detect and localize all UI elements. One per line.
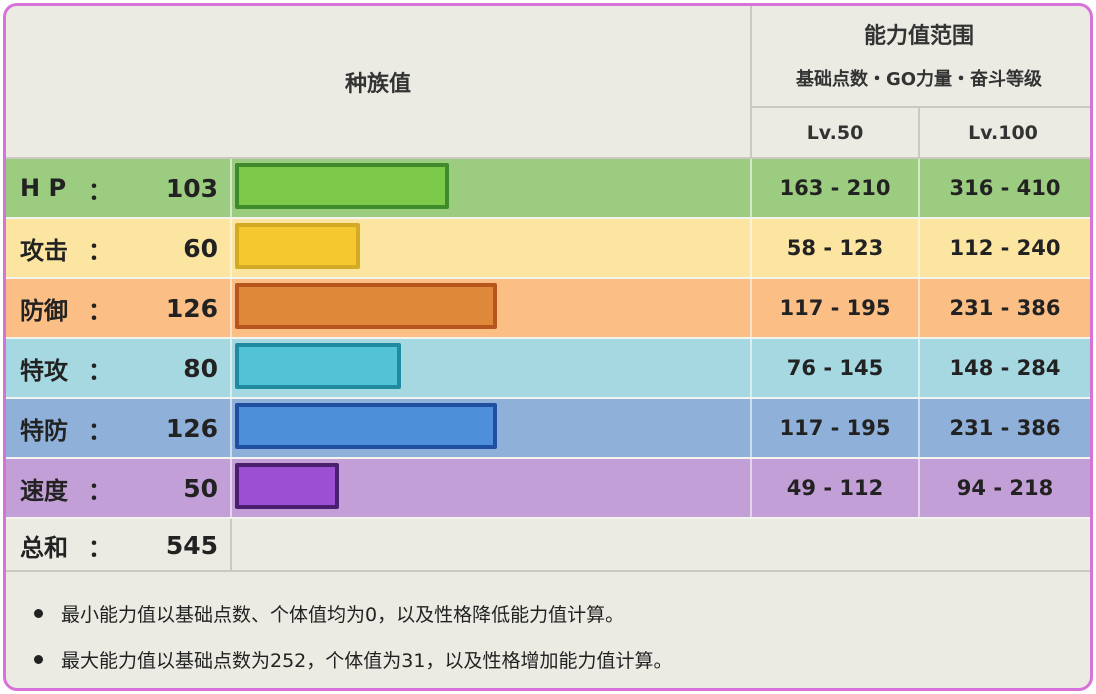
note-text: 最大能力值以基础点数为252，个体值为31，以及性格增加能力值计算。 [61,649,673,672]
lv50-range: 117 - 195 [779,416,891,440]
stat-name: 防御 [20,296,68,325]
column-divider [918,219,920,277]
stat-range-subtitle: 基础点数・GO力量・奋斗等级 [795,69,1043,90]
stat-colon: ： [88,476,112,505]
lv50-range: 117 - 195 [779,296,891,320]
column-divider [750,459,752,517]
lv50-range: 58 - 123 [786,236,884,260]
column-divider [230,159,232,217]
stat-bar [235,403,497,449]
column-divider [918,159,920,217]
base-stats-table: 种族值 能力值范围 基础点数・GO力量・奋斗等级 Lv.50 Lv.100 H … [3,3,1093,691]
stat-value: 103 [165,173,218,203]
column-divider [750,399,752,457]
lv100-header: Lv.100 [968,121,1038,144]
stat-bar-track [232,399,750,457]
header-divider [750,6,752,158]
note-text: 最小能力值以基础点数、个体值均为0，以及性格降低能力值计算。 [61,603,625,626]
column-divider [750,219,752,277]
header-divider [6,157,1090,159]
column-divider [750,339,752,397]
row-divider [6,217,1090,219]
stat-bar-track [232,159,750,217]
stat-bar-track [232,459,750,517]
bullet-icon [34,654,43,664]
stat-bar [235,283,497,329]
stat-row: H P ： 103 163 - 210 316 - 410 [6,159,1090,217]
stat-row: 攻击 ： 60 58 - 123 112 - 240 [6,219,1090,277]
notes: 最小能力值以基础点数、个体值均为0，以及性格降低能力值计算。 最大能力值以基础点… [6,572,1090,688]
row-divider [6,337,1090,339]
lv50-header: Lv.50 [806,121,864,144]
stat-name: H P [20,174,67,202]
total-divider [230,519,232,571]
total-value: 545 [165,530,218,560]
stat-value: 126 [165,413,218,443]
stat-value: 126 [165,293,218,323]
header-divider [918,107,920,158]
bullet-icon [34,608,43,618]
stat-bar [235,343,401,389]
stat-value: 50 [183,473,218,503]
total-row: 总和 ： 545 [6,519,1090,571]
stat-bar-track [232,339,750,397]
column-divider [230,219,232,277]
stat-colon: ： [88,236,112,265]
column-divider [230,339,232,397]
stat-colon: ： [88,416,112,445]
stat-bar [235,163,449,209]
stat-range-title: 能力值范围 [863,24,974,49]
row-divider [6,517,1090,519]
stat-name: 特攻 [20,356,68,385]
lv100-range: 316 - 410 [949,176,1061,200]
column-divider [750,159,752,217]
row-divider [6,277,1090,279]
lv100-range: 231 - 386 [949,296,1061,320]
stat-name: 攻击 [20,236,68,265]
stat-bar [235,463,339,509]
stat-value: 60 [183,233,218,263]
stat-colon: ： [88,356,112,385]
total-label: 总和 [20,533,68,562]
lv100-range: 148 - 284 [949,356,1061,380]
row-divider [6,457,1090,459]
lv50-range: 49 - 112 [786,476,884,500]
lv50-range: 163 - 210 [779,176,891,200]
stat-bar [235,223,360,269]
stat-colon: ： [88,296,112,325]
lv100-range: 94 - 218 [956,476,1054,500]
column-divider [750,279,752,337]
header-divider [752,106,1090,108]
stat-colon: ： [88,176,112,205]
stat-row: 特攻 ： 80 76 - 145 148 - 284 [6,339,1090,397]
stat-row: 速度 ： 50 49 - 112 94 - 218 [6,459,1090,517]
column-divider [918,459,920,517]
column-divider [230,459,232,517]
stat-name: 特防 [20,416,68,445]
column-divider [230,399,232,457]
lv50-range: 76 - 145 [786,356,884,380]
lv100-range: 112 - 240 [949,236,1061,260]
column-divider [918,399,920,457]
stat-value: 80 [183,353,218,383]
stat-name: 速度 [20,476,68,505]
stat-row: 防御 ： 126 117 - 195 231 - 386 [6,279,1090,337]
column-divider [230,279,232,337]
row-divider [6,397,1090,399]
stat-bar-track [232,219,750,277]
total-colon: ： [88,533,112,562]
stat-bar-track [232,279,750,337]
notes-divider [6,570,1090,572]
column-divider [918,279,920,337]
lv100-range: 231 - 386 [949,416,1061,440]
note-item: 最大能力值以基础点数为252，个体值为31，以及性格增加能力值计算。 [34,636,1090,682]
stat-row: 特防 ： 126 117 - 195 231 - 386 [6,399,1090,457]
column-divider [918,339,920,397]
note-item: 最小能力值以基础点数、个体值均为0，以及性格降低能力值计算。 [34,590,1090,636]
base-stats-header: 种族值 [344,71,411,97]
